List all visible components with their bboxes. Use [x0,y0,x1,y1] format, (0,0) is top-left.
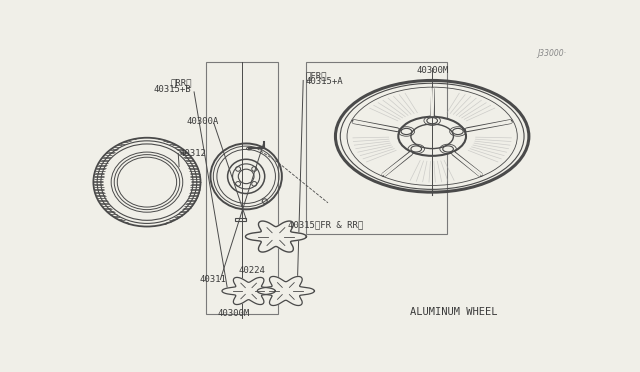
Ellipse shape [452,128,463,135]
Text: J33000·: J33000· [537,49,566,58]
Ellipse shape [411,124,453,148]
Text: ALUMINUM WHEEL: ALUMINUM WHEEL [410,308,497,317]
Text: 40300M: 40300M [416,66,448,75]
Ellipse shape [117,157,177,207]
Bar [306,62,447,234]
Ellipse shape [398,117,466,156]
Polygon shape [257,276,314,305]
Text: 40312: 40312 [179,149,206,158]
Text: （RR）: （RR） [170,79,191,88]
Ellipse shape [114,155,180,210]
Ellipse shape [111,152,183,212]
Text: 40315〈FR & RR〉: 40315〈FR & RR〉 [288,221,364,230]
Ellipse shape [427,118,438,124]
Text: 40224: 40224 [239,266,266,275]
Ellipse shape [239,286,258,296]
Text: 40300A: 40300A [187,118,219,126]
Ellipse shape [265,230,287,243]
Text: （FR）: （FR） [306,72,327,81]
Ellipse shape [443,146,453,152]
Bar [207,62,278,314]
Ellipse shape [238,169,254,184]
Bar [236,218,246,221]
Polygon shape [222,278,275,305]
Polygon shape [246,221,307,252]
Text: 40311: 40311 [200,275,227,284]
Ellipse shape [401,128,412,135]
Ellipse shape [411,146,422,152]
Text: 40300M: 40300M [218,310,250,318]
Text: 40315+B: 40315+B [154,84,191,93]
Text: 40315+A: 40315+A [306,77,343,86]
Ellipse shape [276,285,296,297]
